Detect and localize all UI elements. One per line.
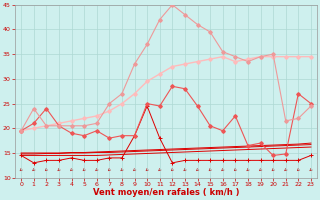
X-axis label: Vent moyen/en rafales ( km/h ): Vent moyen/en rafales ( km/h )	[93, 188, 239, 197]
